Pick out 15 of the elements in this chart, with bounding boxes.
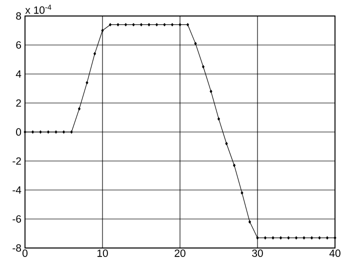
- x-tick-label: 20: [174, 250, 186, 257]
- y-tick-label: 2: [16, 99, 21, 107]
- x-tick-label: 30: [252, 250, 263, 257]
- x-tick-label: 0: [22, 250, 28, 257]
- y-tick-label: 8: [16, 12, 22, 20]
- y-tick-label: 0: [16, 128, 22, 136]
- y-tick-label: -6: [12, 215, 22, 223]
- y-tick-label: 6: [16, 41, 22, 49]
- x-tick-label: 10: [97, 250, 108, 257]
- y-tick-label: -8: [12, 244, 22, 252]
- y-tick-label: 4: [16, 70, 22, 78]
- text: x 10$^{-4}$: [25, 4, 52, 14]
- y-tick-label: -4: [12, 186, 22, 194]
- y-tick-label: -2: [12, 157, 21, 165]
- x-tick-label: 40: [329, 250, 340, 257]
